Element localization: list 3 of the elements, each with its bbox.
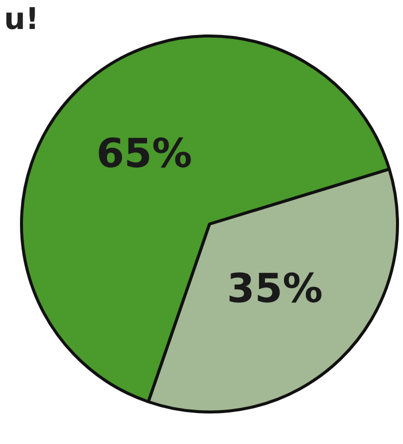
- data-label: 65%: [96, 130, 192, 177]
- text: u!: [4, 2, 40, 37]
- data-label: 35%: [226, 266, 323, 312]
